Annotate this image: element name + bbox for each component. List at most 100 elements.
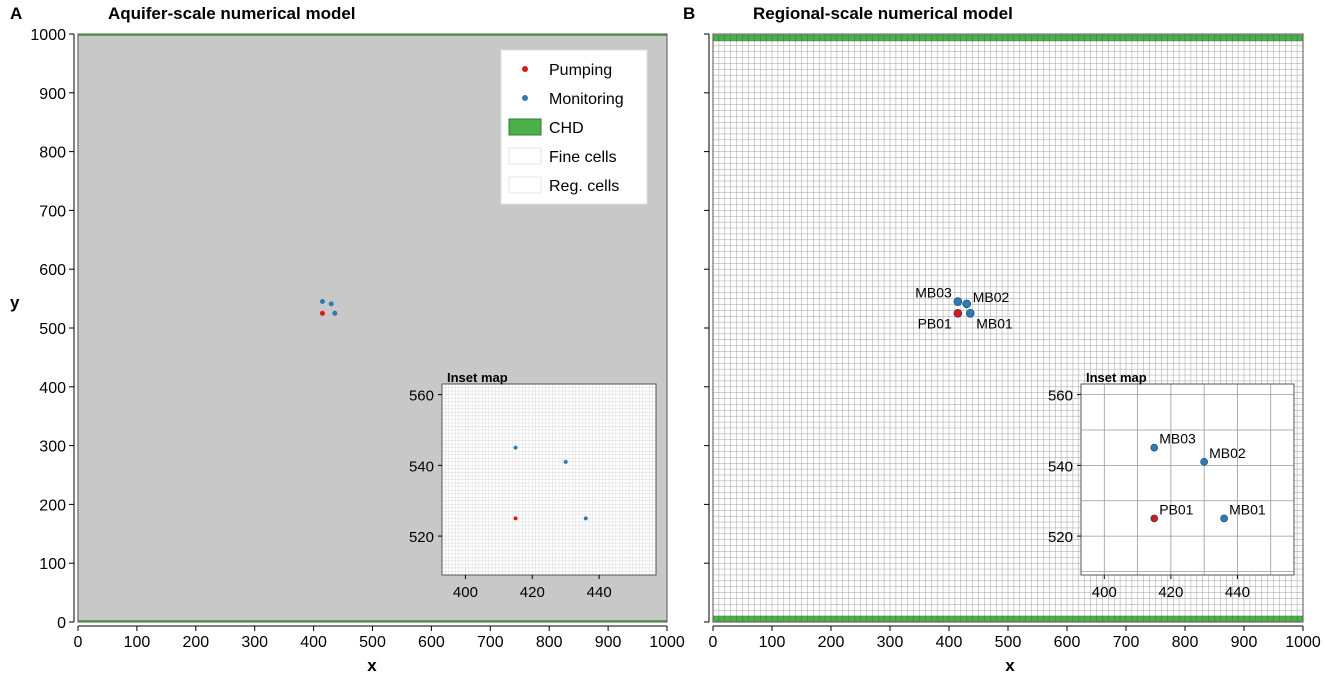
panel-b-chd-cell [984,34,991,42]
panel-b-letter: B [683,4,695,23]
panel-b-chd-cell [771,34,779,42]
panel-b-inset-point-mb01 [1220,514,1228,523]
panel-b-x-tick-label: 600 [1054,634,1081,651]
panel-b-chd-cell [1285,615,1292,623]
panel-b-chd-cell [984,615,991,623]
panel-b-x-tick-label: 1000 [1285,634,1321,651]
panel-b-chd-cell [1125,34,1133,42]
panel-a-letter: A [10,4,22,23]
panel-b-x-tick-label: 200 [818,634,845,651]
panel-b-chd-cell [1155,615,1162,623]
panel-a-x-tick-label: 800 [536,634,563,651]
panel-b-chd-cell [889,615,897,623]
panel-b-chd-cell [1290,34,1298,42]
panel-b-chd-cell [765,34,773,42]
panel-b-inset-y-tick-label: 520 [1048,529,1073,546]
panel-b-chd-cell [942,34,950,42]
panel-b-chd-cell [748,34,755,42]
panel-b-chd-cell [836,615,844,623]
panel-b-chd-cell [907,34,914,42]
panel-b-chd-cell [931,615,938,623]
panel-b-point-label-mb03: MB03 [915,285,952,301]
panel-b-chd-cell [895,34,903,42]
panel-a-legend-label: Monitoring [549,91,624,108]
panel-a-inset-frame [441,383,657,576]
panel-b-chd-cell [819,615,826,623]
panel-a-chd-bottom [78,620,667,622]
panel-a-x-tick-label: 0 [74,634,83,651]
panel-b-chd-cell [718,34,726,42]
panel-b-chd-cell [1049,34,1056,42]
panel-b-point-mb03 [953,297,963,306]
panel-b-inset-x-tick-label: 400 [1092,584,1117,601]
panel-a-point-mb01 [332,310,338,316]
panel-b-chd-cell [1149,615,1156,623]
panel-b-chd-cell [972,615,979,623]
panel-b-chd-cell [718,615,726,623]
panel-a-legend-symbol-monitoring [522,95,528,101]
panel-b-chd-cell [754,34,761,42]
panel-a-y-tick-label: 700 [39,203,66,220]
panel-b-chd-cell [1031,34,1038,42]
panel-b-chd-cell [1243,34,1251,42]
panel-b-chd-cell [842,615,849,623]
panel-b-chd-cell [1231,615,1239,623]
panel-a-y-axis-title: y [10,293,20,312]
panel-b-inset-x-tick-label: 440 [1225,584,1250,601]
panel-a-y-tick-label: 100 [39,556,66,573]
panel-a-legend-label: Fine cells [549,149,617,166]
panel-b-chd-cell [948,615,956,623]
panel-b-chd-cell [1214,34,1221,42]
panel-b-chd-cell [1296,615,1304,623]
panel-b-title: Regional-scale numerical model [753,4,1013,23]
panel-a-legend-symbol-pumping [522,66,528,72]
panel-b-chd-cell [742,34,749,42]
panel-b-chd-cell [860,34,867,42]
panel-b-chd-cell [1037,615,1044,623]
panel-b-chd-cell [736,615,743,623]
panel-b-inset-point-pb01 [1150,514,1159,523]
panel-b-chd-cell [1137,34,1144,42]
panel-b-chd-cell [1043,615,1050,623]
panel-b-chd-cell [1196,615,1203,623]
panel-b-chd-cell [771,615,779,623]
panel-a-y-axis: 0 100 200 300 400 500 600 700 800 900 1000 [30,27,75,632]
panel-b-chd-cell [1172,34,1180,42]
panel-b-chd-cell [1255,615,1262,623]
panel-b-chd-cell [765,615,773,623]
panel-b-chd-cell [1025,615,1032,623]
panel-b-chd-cell [1119,615,1127,623]
panel-b-chd-cell [1119,34,1127,42]
panel-a-y-tick-label: 300 [39,439,66,456]
panel-a-legend: Pumping Monitoring CHD Fine cells Reg. cells [500,49,648,205]
panel-b-chd-bottom [712,615,1304,623]
panel-b-chd-cell [954,615,962,623]
panel-b-chd-cell [1102,34,1109,42]
panel-a-inset-x-tick-label: 400 [453,584,478,601]
panel-a-frame [77,33,668,623]
panel-a-y-tick-label: 400 [39,380,66,397]
panel-b-chd-cell [1249,34,1257,42]
panel-b-chd-cell [990,34,997,42]
panel-b-chd-cell [1226,34,1233,42]
panel-a-y-tick-label: 1000 [30,27,66,44]
panel-b-chd-cell [913,615,920,623]
panel-b-chd-cell [813,34,820,42]
panel-b-chd-cell [1231,34,1239,42]
panel-a-x-axis: 0 100 200 300 400 500 600 700 800 900 1000 [74,625,685,651]
panel-b-chd-cell [1060,34,1068,42]
panel-b-chd-cell [1007,615,1015,623]
panel-a-legend-label: CHD [549,120,584,137]
panel-a-inset-y-tick-label: 520 [409,529,434,546]
panel-a-x-tick-label: 500 [359,634,386,651]
panel-b-chd-cell [1013,34,1021,42]
panel-b-inset-point-label-pb01: PB01 [1159,501,1193,517]
panel-b-chd-cell [830,615,838,623]
panel-b-chd-cell [925,34,932,42]
panel-b-chd-cell [1072,615,1080,623]
panel-b-inset-point-mb03 [1150,443,1159,452]
panel-a-inset: Inset map 400 420 440 520 540 560 [409,370,657,601]
panel-b-chd-top [712,34,1304,42]
panel-a-y-tick-label: 800 [39,145,66,162]
panel-b-chd-cell [795,34,802,42]
